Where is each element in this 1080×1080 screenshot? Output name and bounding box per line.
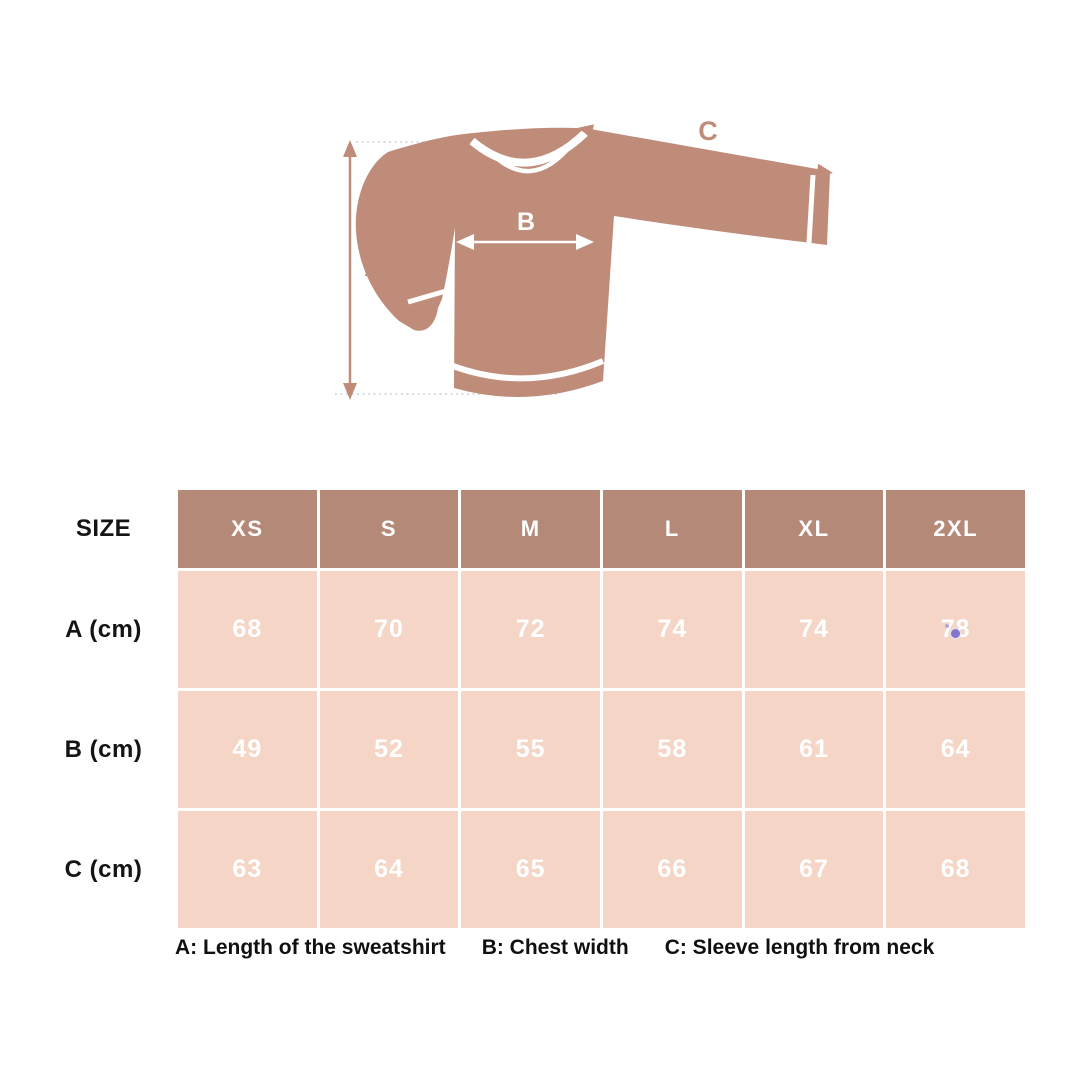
size-cell-b-xs: 49 <box>178 691 317 808</box>
size-cell-c-xl: 67 <box>744 811 884 928</box>
row-label-c: C (cm) <box>64 855 143 883</box>
legend-item-b: B: Chest width <box>481 936 629 959</box>
collar-rib-inner-line <box>487 143 573 174</box>
hem-rib-line <box>451 358 605 382</box>
size-cell-c-2xl: 68 <box>886 811 1025 928</box>
left-cuff-line <box>407 288 447 305</box>
column-header-xs: XS <box>178 490 317 568</box>
size-cell-b-xl: 61 <box>744 691 884 808</box>
measure-c-label: C <box>698 116 718 146</box>
size-cell-a-xs: 68 <box>178 571 317 688</box>
measure-b-label: B <box>517 208 535 236</box>
collar-rib-outer-line <box>469 130 588 167</box>
measurement-legend: A: Length of the sweatshirt B: Chest wid… <box>175 936 934 960</box>
measure-a-arrow <box>343 140 357 400</box>
measure-b-arrow <box>456 234 594 250</box>
measure-c-arrow <box>577 124 833 177</box>
size-cell-a-l: 74 <box>603 571 742 688</box>
size-cell-c-s: 64 <box>319 811 459 928</box>
size-cell-b-2xl: 64 <box>886 691 1025 808</box>
size-cell-b-s: 52 <box>319 691 459 808</box>
size-cell-c-l: 66 <box>603 811 742 928</box>
column-header-m: M <box>461 490 600 568</box>
size-cell-b-l: 58 <box>603 691 742 808</box>
size-cell-a-s: 70 <box>319 571 459 688</box>
row-label-b: B (cm) <box>64 735 143 763</box>
right-cuff-line <box>806 174 816 244</box>
size-cell-c-m: 65 <box>461 811 600 928</box>
sweatshirt-silhouette <box>355 127 830 397</box>
size-cell-a-xl: 74 <box>744 571 884 688</box>
column-header-l: L <box>603 490 742 568</box>
column-header-2xl: 2XL <box>886 490 1025 568</box>
column-header-s: S <box>319 490 459 568</box>
size-cell-b-m: 55 <box>461 691 600 808</box>
size-cell-c-xs: 63 <box>178 811 317 928</box>
row-label-a: A (cm) <box>65 615 142 643</box>
size-corner-label: SIZE <box>75 515 132 542</box>
legend-item-a: A: Length of the sweatshirt <box>175 936 446 959</box>
ink-artifact-dot-big <box>951 629 960 638</box>
size-cell-a-m: 72 <box>461 571 600 688</box>
size-table: SIZE XS S M L XL 2XL A (cm) 68 70 72 74 … <box>32 490 1025 928</box>
measure-a-label: A <box>364 252 384 282</box>
legend-item-c: C: Sleeve length from neck <box>664 936 935 959</box>
column-header-xl: XL <box>744 490 884 568</box>
ink-artifact-dot-small <box>945 624 949 628</box>
sweatshirt-diagram: A B C <box>335 116 833 400</box>
